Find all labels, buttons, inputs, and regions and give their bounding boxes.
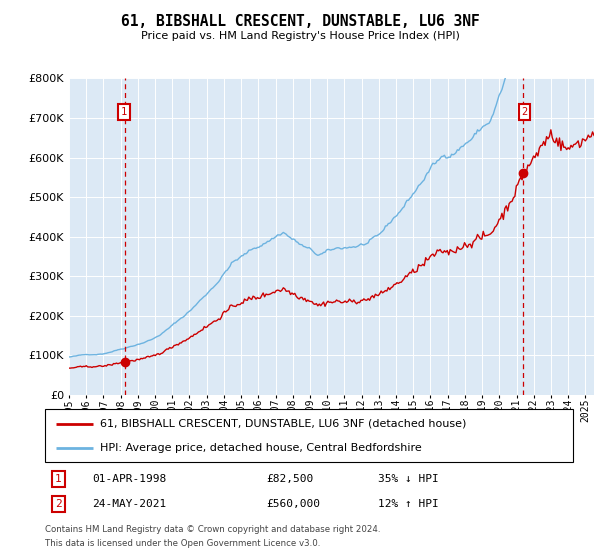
FancyBboxPatch shape: [45, 409, 573, 462]
Text: 12% ↑ HPI: 12% ↑ HPI: [377, 499, 439, 509]
Text: Price paid vs. HM Land Registry's House Price Index (HPI): Price paid vs. HM Land Registry's House …: [140, 31, 460, 41]
Text: Contains HM Land Registry data © Crown copyright and database right 2024.: Contains HM Land Registry data © Crown c…: [45, 525, 380, 534]
Text: 01-APR-1998: 01-APR-1998: [92, 474, 167, 484]
Text: 2: 2: [55, 499, 62, 509]
Text: HPI: Average price, detached house, Central Bedfordshire: HPI: Average price, detached house, Cent…: [100, 443, 422, 453]
Text: 61, BIBSHALL CRESCENT, DUNSTABLE, LU6 3NF: 61, BIBSHALL CRESCENT, DUNSTABLE, LU6 3N…: [121, 14, 479, 29]
Text: 61, BIBSHALL CRESCENT, DUNSTABLE, LU6 3NF (detached house): 61, BIBSHALL CRESCENT, DUNSTABLE, LU6 3N…: [100, 419, 467, 429]
Text: £560,000: £560,000: [267, 499, 321, 509]
Text: This data is licensed under the Open Government Licence v3.0.: This data is licensed under the Open Gov…: [45, 539, 320, 548]
Text: 1: 1: [55, 474, 62, 484]
Text: 2: 2: [521, 107, 527, 117]
Text: 35% ↓ HPI: 35% ↓ HPI: [377, 474, 439, 484]
Text: 24-MAY-2021: 24-MAY-2021: [92, 499, 167, 509]
Text: 1: 1: [121, 107, 127, 117]
Text: £82,500: £82,500: [267, 474, 314, 484]
